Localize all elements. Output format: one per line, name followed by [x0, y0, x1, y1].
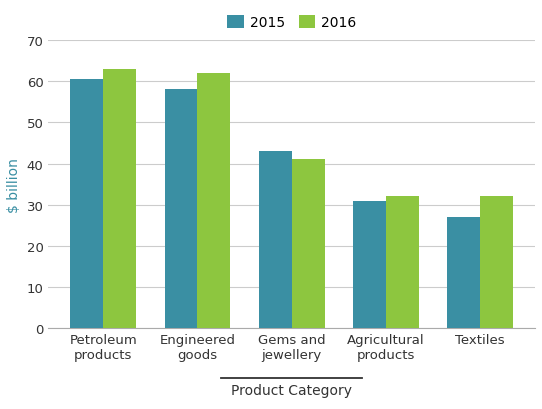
Bar	[165, 90, 197, 328]
Bar	[70, 80, 104, 328]
Bar	[259, 152, 292, 328]
Bar	[480, 197, 513, 328]
Bar	[353, 201, 386, 328]
Bar	[447, 218, 480, 328]
Bar	[292, 160, 325, 328]
Bar	[197, 74, 230, 328]
Legend: 2015, 2016: 2015, 2016	[222, 11, 362, 36]
Text: Product Category: Product Category	[231, 383, 352, 397]
Bar	[386, 197, 419, 328]
Bar	[104, 70, 136, 328]
Y-axis label: $ billion: $ billion	[7, 157, 21, 212]
